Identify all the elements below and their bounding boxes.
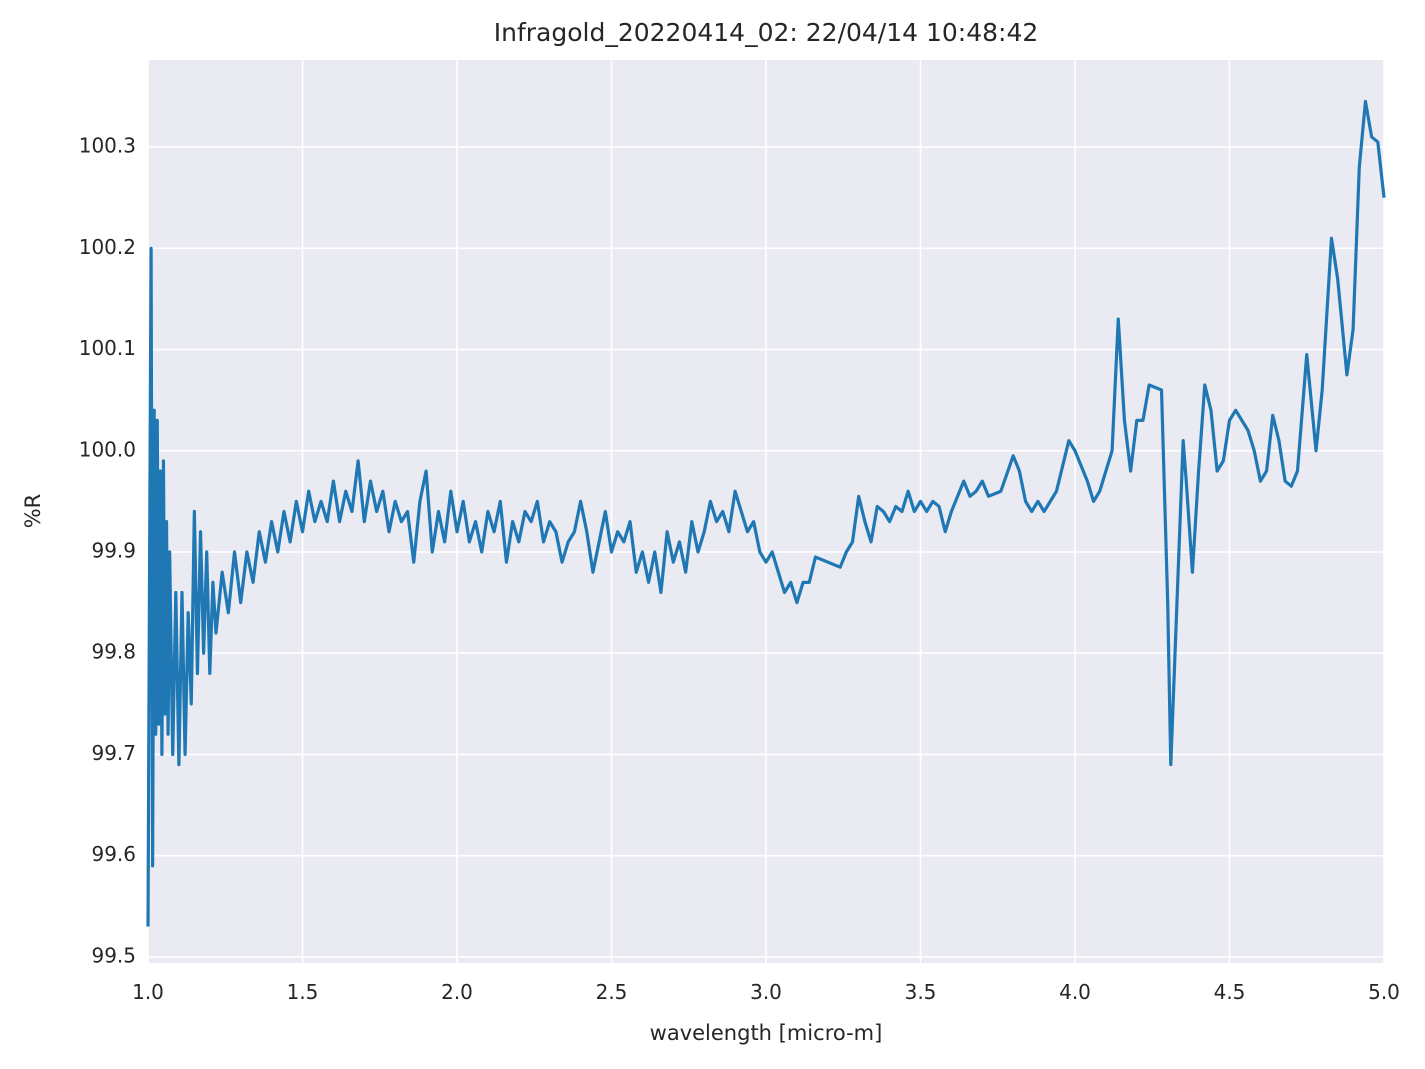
- y-axis-label: %R: [21, 494, 45, 529]
- x-tick-label: 1.5: [287, 980, 319, 1004]
- x-tick-label: 3.0: [750, 980, 782, 1004]
- y-tick-label: 100.2: [79, 235, 136, 259]
- x-tick-label: 2.5: [596, 980, 628, 1004]
- y-tick-label: 99.9: [91, 538, 136, 562]
- x-tick-label: 4.5: [1214, 980, 1246, 1004]
- x-tick-label: 2.0: [441, 980, 473, 1004]
- x-tick-label: 5.0: [1368, 980, 1400, 1004]
- chart-title: Infragold_20220414_02: 22/04/14 10:48:42: [494, 18, 1039, 47]
- y-tick-label: 100.1: [79, 336, 136, 360]
- data-line: [146, 99, 1386, 927]
- x-axis-label: wavelength [micro-m]: [650, 1021, 883, 1045]
- y-tick-label: 100.0: [79, 437, 136, 461]
- x-tick-label: 1.0: [132, 980, 164, 1004]
- x-tick-label: 3.5: [905, 980, 937, 1004]
- y-tick-label: 99.5: [91, 943, 136, 967]
- x-tick-label: 4.0: [1059, 980, 1091, 1004]
- y-tick-label: 99.7: [91, 741, 136, 765]
- y-tick-label: 99.6: [91, 842, 136, 866]
- y-tick-label: 100.3: [79, 134, 136, 158]
- y-tick-label: 99.8: [91, 640, 136, 664]
